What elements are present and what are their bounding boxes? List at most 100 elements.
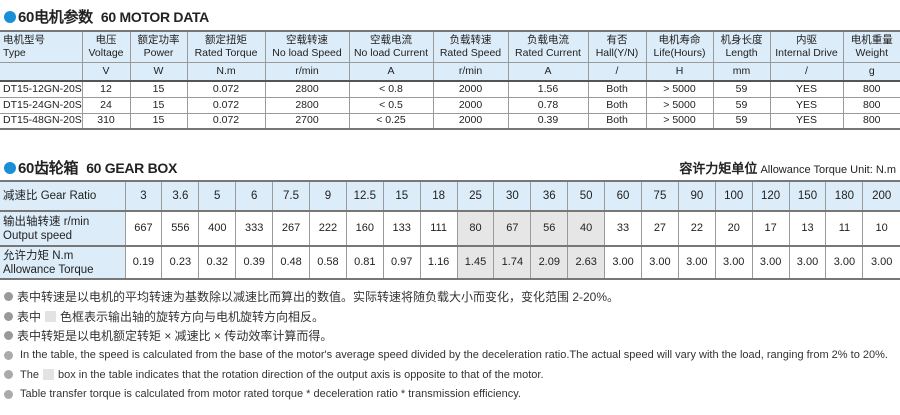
row-label-line1: 允许力矩 N.m — [3, 249, 74, 262]
motor-data-table: 电机型号 Type 电压 Voltage 额定功率 Power 额定扭矩 Rated Torq… — [0, 30, 900, 130]
header-en: No load Speed — [272, 46, 342, 59]
gear-cell: 7.5 — [272, 180, 310, 212]
note-item: 表中 色框表示输出轴的旋转方向与电机旋转方向相反。 — [4, 307, 888, 327]
table-cell: DT15-24GN-20S — [0, 96, 83, 114]
gear-cell: 3 — [124, 180, 163, 212]
table-cell: 15 — [129, 96, 188, 114]
column-header: 内驱 Internal Drive — [769, 30, 844, 63]
bullet-icon — [4, 161, 16, 174]
header-en: No load Current — [353, 46, 429, 59]
header-en: Length — [725, 46, 758, 59]
table-row: DT15-24GN-20S 24 15 0.072 2800 < 0.5 2000 0.78 B… — [0, 96, 900, 114]
gear-cell: 18 — [419, 180, 458, 212]
gear-cell: 27 — [641, 210, 679, 247]
header-cn: 内驱 — [796, 33, 817, 46]
gear-title-cn: 60齿轮箱 — [18, 160, 79, 177]
bullet-icon — [4, 10, 16, 23]
gear-cell: 56 — [530, 210, 569, 247]
header-cn: 电机型号 — [3, 33, 45, 46]
bullet-icon — [4, 350, 13, 360]
note-item: The box in the table indicates that the r… — [4, 365, 888, 385]
table-cell: > 5000 — [645, 96, 714, 114]
unit-cell: g — [842, 61, 900, 82]
row-label-line2: Allowance Torque — [3, 263, 94, 276]
table-cell: < 0.25 — [348, 112, 434, 130]
gear-cell: 90 — [677, 180, 716, 212]
gear-cell: 25 — [456, 180, 495, 212]
header-cn: 电机重量 — [850, 33, 893, 46]
unit-cell: A — [507, 61, 589, 82]
note-text: The — [20, 368, 39, 381]
column-header: 额定功率 Power — [129, 30, 188, 63]
motor-title-en: 60 MOTOR DATA — [100, 8, 209, 25]
gear-cell: 20 — [714, 210, 753, 247]
column-header: 负载电流 Rated Current — [507, 30, 589, 63]
gear-cell: 0.39 — [235, 245, 274, 280]
gear-cell: 1.16 — [419, 245, 458, 280]
bullet-icon — [4, 292, 13, 302]
table-cell: 15 — [129, 112, 188, 130]
gear-cell: 2.09 — [530, 245, 569, 280]
gear-cell: 1.74 — [493, 245, 532, 280]
gear-cell: 3.00 — [825, 245, 864, 280]
gear-cell: 40 — [567, 210, 606, 247]
gear-cell: 150 — [788, 180, 827, 212]
allowance-torque-row: 允许力矩 N.m Allowance Torque 0.19 0.23 0.32 0.39… — [0, 245, 900, 280]
column-header: 额定扭矩 Rated Torque — [186, 30, 266, 63]
motor-data-title: 60电机参数 60 MOTOR DATA — [4, 6, 209, 27]
table-cell: DT15-12GN-20S — [0, 80, 83, 98]
header-en: Weight — [855, 46, 889, 59]
table-cell: < 0.5 — [348, 96, 434, 114]
unit-cell: H — [645, 61, 714, 82]
gear-cell: 60 — [604, 180, 642, 212]
gear-cell: 133 — [382, 210, 421, 247]
gear-cell: 3.00 — [862, 245, 900, 280]
gear-cell: 400 — [198, 210, 237, 247]
gear-cell: 0.81 — [345, 245, 384, 280]
header-row: 电机型号 Type 电压 Voltage 额定功率 Power 额定扭矩 Rated Torq… — [0, 30, 900, 63]
gear-cell: 180 — [825, 180, 864, 212]
note-text: 表中 — [17, 309, 42, 324]
table-cell: 12 — [81, 80, 131, 98]
unit-cell: r/min — [264, 61, 350, 82]
table-cell: 2800 — [264, 80, 350, 98]
gear-cell: 3.00 — [714, 245, 753, 280]
table-cell: > 5000 — [645, 80, 714, 98]
gear-cell: 0.97 — [382, 245, 421, 280]
row-label-line1: 输出轴转速 r/min — [3, 215, 90, 228]
gear-cell: 15 — [382, 180, 421, 212]
table-cell: 0.072 — [186, 112, 266, 130]
torque-unit-note: 容许力矩单位 Allowance Torque Unit: N.m — [679, 158, 896, 177]
output-speed-row: 输出轴转速 r/min Output speed 667 556 400 333 267 22… — [0, 210, 900, 247]
note-item: Table transfer torque is calculated from… — [4, 385, 888, 405]
gear-cell: 50 — [567, 180, 606, 212]
gear-cell: 36 — [530, 180, 569, 212]
header-cn: 电压 — [95, 33, 117, 46]
bullet-icon — [4, 370, 13, 380]
table-cell: 310 — [81, 112, 131, 130]
note-text: 表中转矩是以电机额定转矩 × 减速比 × 传动效率计算而得。 — [17, 329, 333, 344]
unit-cell: / — [769, 61, 844, 82]
gear-cell: 17 — [751, 210, 790, 247]
gear-cell: 667 — [124, 210, 163, 247]
gear-cell: 3.00 — [641, 245, 679, 280]
gear-cell: 3.00 — [751, 245, 790, 280]
header-en: Rated Current — [515, 46, 581, 59]
gear-cell: 160 — [345, 210, 384, 247]
header-cn: 空载转速 — [286, 33, 328, 46]
table-row: DT15-12GN-20S 12 15 0.072 2800 < 0.8 2000 1.56 B… — [0, 80, 900, 98]
column-header: 电机重量 Weight — [842, 30, 900, 63]
bullet-icon — [4, 331, 13, 341]
unit-cell: r/min — [432, 61, 509, 82]
table-cell: Both — [587, 112, 647, 130]
row-label: 减速比 Gear Ratio — [0, 180, 126, 212]
column-header: 空载电流 No load Current — [348, 30, 434, 63]
table-cell: 59 — [712, 112, 771, 130]
row-label-line1: 减速比 Gear Ratio — [3, 190, 97, 202]
note-text: Table transfer torque is calculated from… — [20, 388, 521, 401]
note-text-cont: box in the table indicates that the rota… — [57, 368, 544, 381]
gear-cell: 13 — [788, 210, 827, 247]
grey-box-swatch-icon — [42, 369, 54, 381]
table-cell: 2000 — [432, 96, 509, 114]
